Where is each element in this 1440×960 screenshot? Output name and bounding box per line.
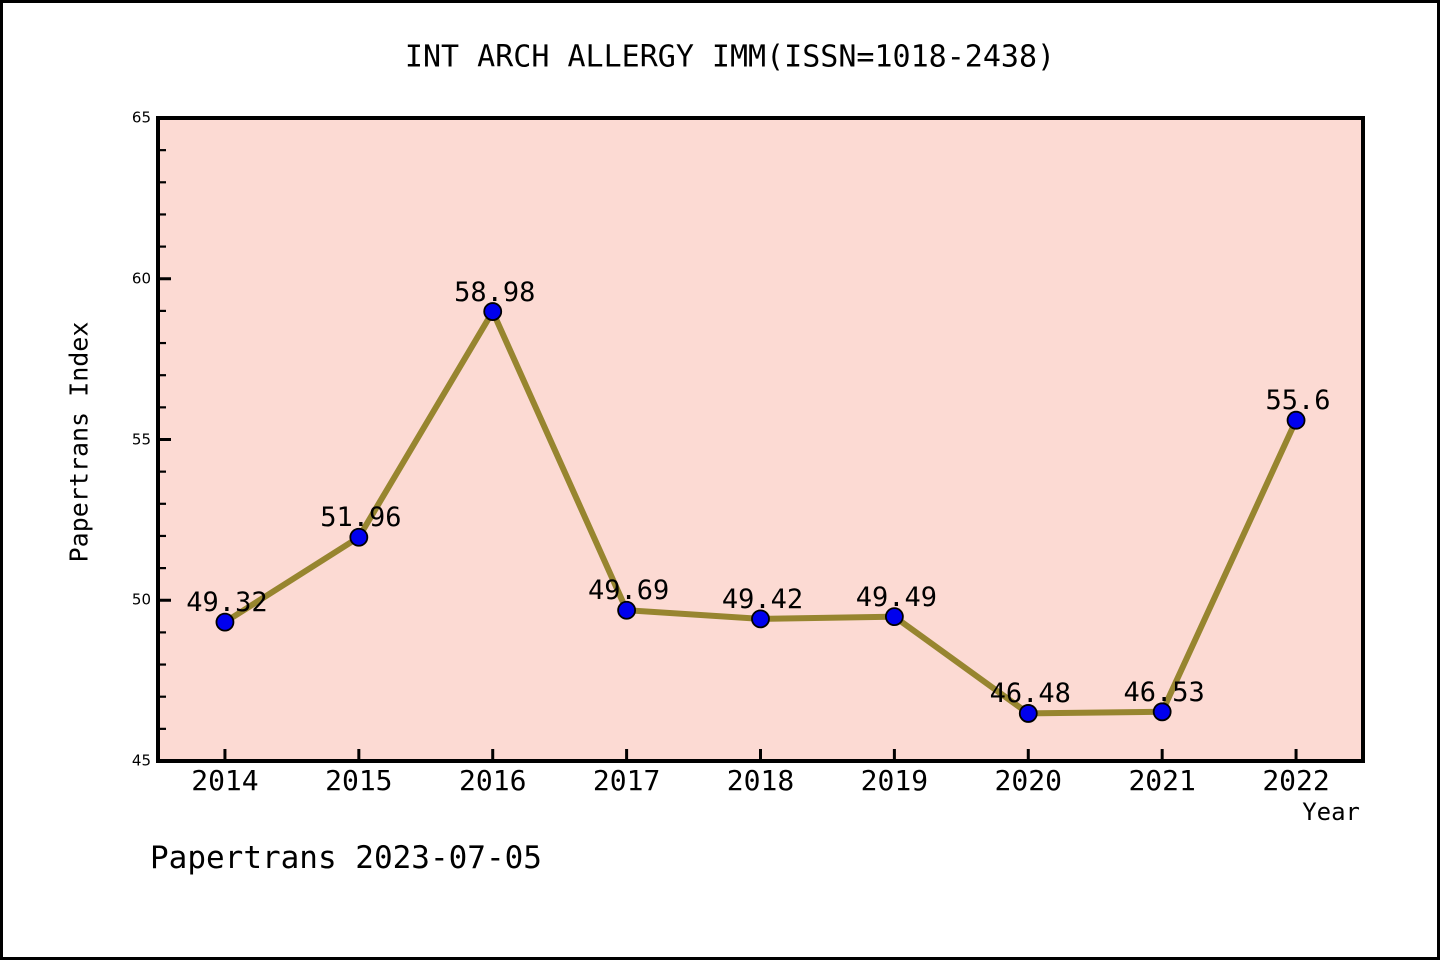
y-tick-label: 65 — [131, 108, 151, 127]
data-point — [1152, 702, 1172, 722]
x-tick-label: 2021 — [1128, 764, 1196, 797]
data-point — [617, 600, 637, 620]
x-tick-label: 2017 — [592, 764, 661, 797]
data-point-label: 51.96 — [320, 502, 402, 534]
x-tick-label: 2016 — [459, 764, 527, 797]
x-axis-title: Year — [1302, 798, 1360, 826]
x-tick-label: 2022 — [1262, 764, 1330, 797]
footer-note: Papertrans 2023-07-05 — [150, 840, 542, 876]
plot-background — [158, 118, 1363, 761]
x-tick-label: 2014 — [191, 764, 259, 797]
data-point-label: 55.6 — [1265, 385, 1331, 417]
data-point-label: 58.98 — [454, 276, 536, 308]
data-point-label: 49.69 — [587, 575, 670, 607]
y-tick-label: 60 — [131, 269, 151, 288]
y-tick-label: 55 — [131, 430, 151, 448]
x-tick-label: 2019 — [860, 764, 929, 797]
data-point — [483, 302, 503, 321]
data-point-label: 46.48 — [989, 678, 1071, 710]
data-point-label: 49.32 — [186, 587, 268, 619]
data-point — [1286, 410, 1306, 430]
data-point — [215, 612, 235, 632]
data-point-label: 49.49 — [855, 581, 938, 613]
x-tick-label: 2020 — [994, 764, 1062, 797]
y-tick-label: 45 — [131, 751, 151, 770]
x-tick-label: 2015 — [325, 764, 393, 797]
data-point — [349, 527, 369, 547]
data-point — [884, 607, 904, 627]
y-axis-title: Papertrans Index — [64, 321, 94, 563]
plot-border — [156, 116, 1365, 763]
data-point-label: 49.42 — [721, 583, 804, 615]
x-tick-label: 2018 — [726, 764, 795, 797]
data-point — [751, 609, 770, 629]
data-point — [1018, 704, 1038, 723]
chart-title: INT ARCH ALLERGY IMM(ISSN=1018-2438) — [404, 39, 1056, 75]
y-tick-label: 50 — [131, 590, 151, 609]
data-point-label: 46.53 — [1123, 676, 1205, 708]
